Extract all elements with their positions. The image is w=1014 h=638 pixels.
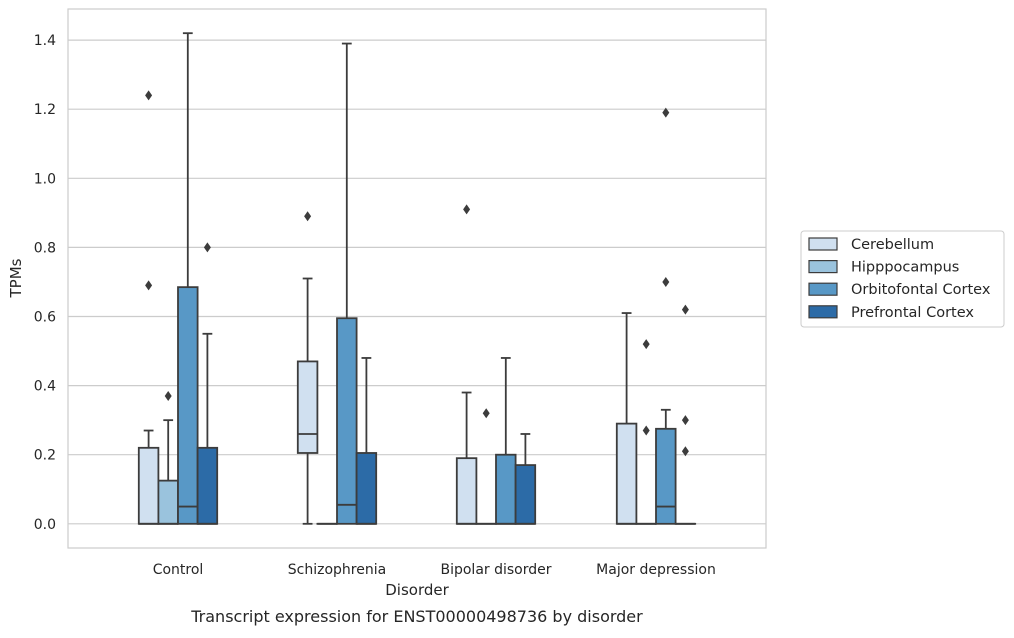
legend-label: Orbitofontal Cortex [851,282,991,298]
y-tick-label: 1.0 [34,171,56,187]
box-orbitofontal-cortex [496,358,516,524]
box-cerebellum [617,313,637,524]
x-tick-labels: Control Schizophrenia Bipolar disorder Majo… [153,562,716,578]
outlier-point [463,204,470,214]
outlier-point [304,211,311,221]
y-tick-label: 1.2 [34,102,56,118]
outlier-point [682,415,689,425]
outlier-point [483,408,490,418]
legend: Cerebellum Hipppocampus Orbitofontal Corte… [801,231,1004,327]
box-orbitofontal-cortex [656,108,676,524]
outlier-point [145,90,152,100]
x-tick-label: Major depression [596,562,716,578]
box-cerebellum [139,90,159,523]
outlier-point [643,426,650,436]
box-iqr [337,318,357,524]
legend-label: Prefrontal Cortex [851,305,974,321]
box-iqr [178,287,198,524]
legend-swatch [809,283,837,295]
y-tick-label: 0.6 [34,310,56,326]
legend-swatch [809,306,837,318]
box-prefrontal-cortex [676,305,696,524]
y-axis-label: TPMs [7,258,25,298]
chart-caption: Transcript expression for ENST0000049873… [190,607,643,626]
box-iqr [656,429,676,524]
outlier-point [662,277,669,287]
legend-label: Cerebellum [851,237,934,253]
outlier-point [643,339,650,349]
box-orbitofontal-cortex [178,33,198,524]
box-prefrontal-cortex [357,358,377,524]
box-prefrontal-cortex [198,242,218,523]
box-cerebellum [298,211,318,524]
box-iqr [298,361,318,453]
box-hipppocampus [476,408,496,524]
x-axis-label: Disorder [385,581,449,599]
y-tick-label: 1.4 [34,33,56,49]
y-tick-label: 0.0 [34,517,56,533]
box-series-layer [139,33,695,524]
box-iqr [496,455,516,524]
x-tick-label: Bipolar disorder [440,562,551,578]
legend-swatch [809,238,837,250]
box-cerebellum [457,204,477,523]
box-iqr [139,448,159,524]
legend-label: Hipppocampus [851,260,959,276]
y-tick-label: 0.4 [34,379,56,395]
box-iqr [198,448,218,524]
box-prefrontal-cortex [516,434,536,524]
outlier-point [204,242,211,252]
y-tick-labels: 0.0 0.2 0.4 0.6 0.8 1.0 1.2 1.4 [34,33,56,533]
box-orbitofontal-cortex [337,44,357,524]
outlier-point [165,391,172,401]
x-tick-label: Schizophrenia [288,562,386,578]
y-tick-label: 0.2 [34,448,56,464]
box-iqr [158,481,178,524]
box-iqr [457,458,477,524]
box-hipppocampus [636,339,656,524]
outlier-point [145,280,152,290]
box-iqr [516,465,536,524]
box-iqr [357,453,377,524]
box-iqr [617,424,637,524]
legend-swatch [809,261,837,273]
y-tick-label: 0.8 [34,240,56,256]
box-hipppocampus [158,391,178,524]
x-tick-label: Control [153,562,204,578]
outlier-point [682,305,689,315]
